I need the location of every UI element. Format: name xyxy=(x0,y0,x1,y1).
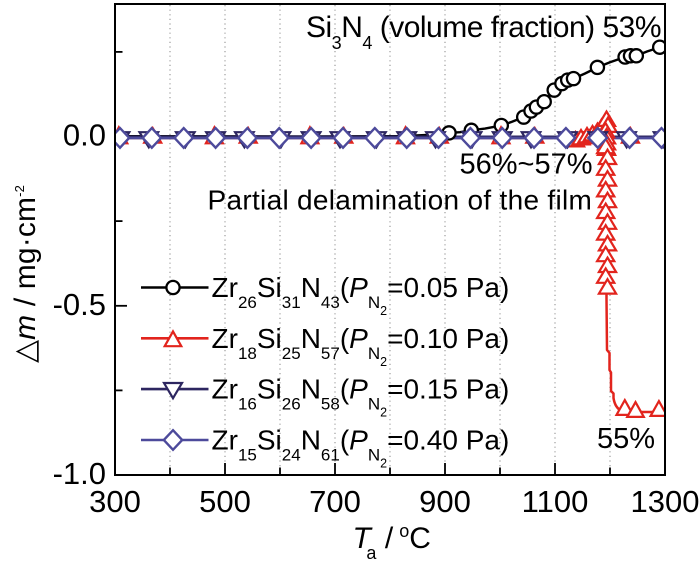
svg-text:900: 900 xyxy=(419,484,471,519)
svg-text:Ta / oC: Ta / oC xyxy=(353,521,431,563)
svg-text:56%~57%: 56%~57% xyxy=(459,149,592,181)
svg-text:0.0: 0.0 xyxy=(63,118,106,153)
svg-text:500: 500 xyxy=(199,484,251,519)
svg-text:△m / mg·cm-2: △m / mg·cm-2 xyxy=(9,185,42,363)
svg-text:300: 300 xyxy=(89,484,141,519)
svg-text:Partial delamination of the fi: Partial delamination of the film xyxy=(208,184,593,215)
svg-text:1100: 1100 xyxy=(522,484,589,519)
svg-text:700: 700 xyxy=(309,484,361,519)
svg-text:1300: 1300 xyxy=(631,484,700,519)
svg-text:-0.5: -0.5 xyxy=(53,287,106,322)
svg-text:-1.0: -1.0 xyxy=(53,456,106,491)
svg-text:Zr15Si24N61(PN2=0.40 Pa): Zr15Si24N61(PN2=0.40 Pa) xyxy=(212,425,510,471)
svg-text:55%: 55% xyxy=(597,423,655,455)
